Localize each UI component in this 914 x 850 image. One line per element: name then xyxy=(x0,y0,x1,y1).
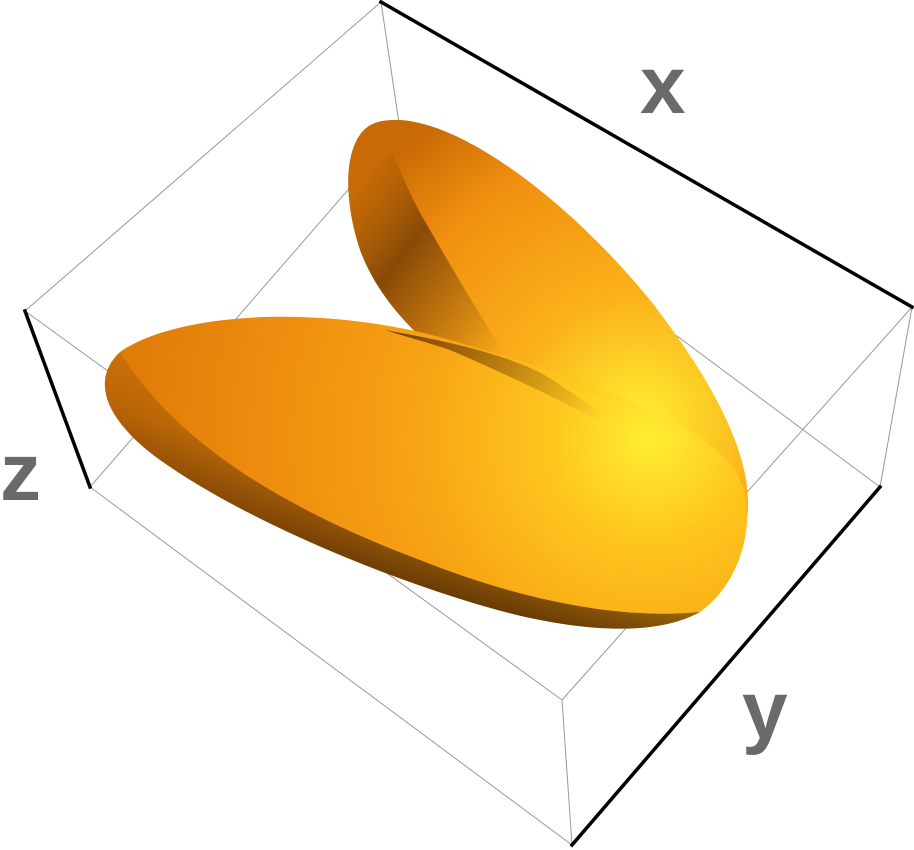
z-axis-label: z xyxy=(0,427,41,518)
y-axis-label: y xyxy=(742,665,788,756)
surface-front-lobe xyxy=(104,316,748,629)
box-edge xyxy=(380,1,401,131)
box-edge xyxy=(879,306,913,488)
y-axis-edge xyxy=(569,484,883,848)
box-edge xyxy=(89,486,573,846)
box-edge xyxy=(24,1,382,312)
box-edge xyxy=(561,699,573,846)
x-axis-edge xyxy=(378,0,914,310)
z-axis-edge xyxy=(22,308,93,490)
bounding-box-front xyxy=(22,0,914,848)
x-axis-label: x xyxy=(640,40,686,131)
